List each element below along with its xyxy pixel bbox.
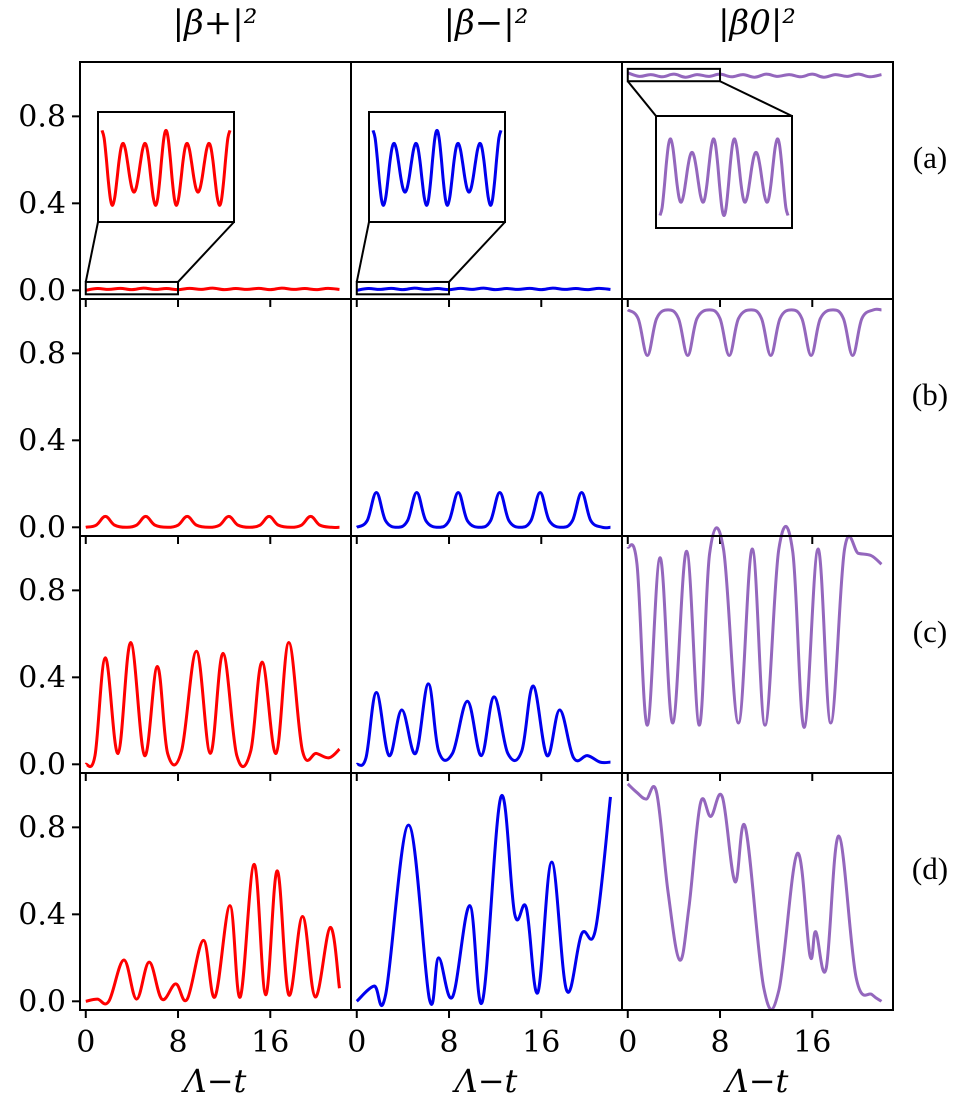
series-line xyxy=(627,71,882,79)
column-title-beta-zero: |β0|² xyxy=(718,3,796,43)
row-label-d: (d) xyxy=(912,851,948,886)
column-titles: |β+|² |β−|² |β0|² xyxy=(173,3,796,43)
series-line xyxy=(84,641,341,769)
x-tick-label: 16 xyxy=(793,1025,831,1060)
panel-frame xyxy=(350,298,623,537)
y-tick-label: 0.4 xyxy=(18,897,66,932)
x-tick-label: 8 xyxy=(168,1025,187,1060)
y-tick-label: 0.4 xyxy=(18,186,66,221)
panel-frame xyxy=(621,298,894,537)
series-line xyxy=(626,782,883,1011)
inset-series-line xyxy=(371,128,503,207)
inset-connector xyxy=(448,221,506,283)
row-label-b: (b) xyxy=(912,377,948,412)
panel-d-col1: 0 8 16 0.0 0.4 0.8 xyxy=(18,772,352,1060)
x-tick-label: 0 xyxy=(347,1025,366,1060)
series-line xyxy=(85,514,340,529)
inset-connector xyxy=(355,221,370,283)
x-tick-label: 0 xyxy=(618,1025,637,1060)
panel-d-col3: 0 8 16 xyxy=(618,772,894,1060)
inset-source-box xyxy=(84,280,180,296)
panel-a-col1: 0.0 0.4 0.8 xyxy=(18,61,352,308)
y-tick-label: 0.8 xyxy=(18,99,66,134)
zoom-inset xyxy=(355,111,506,296)
x-tick-label: 16 xyxy=(522,1025,560,1060)
inset-connector xyxy=(177,221,235,283)
x-tick-label: 16 xyxy=(251,1025,289,1060)
row-label-a: (a) xyxy=(913,140,947,175)
series-line xyxy=(355,793,612,1007)
panel-b-col1: 0.0 0.4 0.8 xyxy=(18,298,352,545)
x-tick-label: 8 xyxy=(439,1025,458,1060)
x-tick-label: 8 xyxy=(710,1025,729,1060)
panel-a-col3 xyxy=(621,61,894,307)
panel-a-col2 xyxy=(350,61,623,307)
panel-b-col2 xyxy=(350,298,623,544)
series-line xyxy=(355,491,611,530)
x-axis-label-col1: Λ−t xyxy=(181,1062,247,1099)
row-labels: (a) (b) (c) (d) xyxy=(912,140,948,886)
zoom-inset xyxy=(84,111,235,296)
y-tick-label: 0.4 xyxy=(18,660,66,695)
panel-frame xyxy=(79,298,352,537)
panel-d-col2: 0 8 16 xyxy=(347,772,623,1060)
panel-c-col2 xyxy=(350,535,623,781)
series-line xyxy=(356,286,611,292)
x-tick-label: 0 xyxy=(76,1025,95,1060)
inset-connector xyxy=(84,221,99,283)
panel-c-col3 xyxy=(621,525,894,781)
y-tick-label: 0.8 xyxy=(18,336,66,371)
y-tick-label: 0.8 xyxy=(18,810,66,845)
inset-connector xyxy=(626,80,657,117)
series-line xyxy=(355,682,611,767)
inset-box xyxy=(655,115,793,229)
x-axis-label-col3: Λ−t xyxy=(723,1062,789,1099)
y-tick-label: 0.0 xyxy=(18,984,66,1019)
panel-frame xyxy=(621,772,894,1011)
inset-connector xyxy=(719,80,793,117)
inset-source-box xyxy=(626,67,722,83)
y-tick-label: 0.0 xyxy=(18,273,66,308)
panel-c-col1: 0.0 0.4 0.8 xyxy=(18,535,352,782)
x-axis-labels: Λ−t Λ−t Λ−t xyxy=(181,1062,789,1099)
inset-series-line xyxy=(100,128,232,207)
y-tick-label: 0.0 xyxy=(18,510,66,545)
series-line xyxy=(85,286,340,292)
x-axis-label-col2: Λ−t xyxy=(452,1062,518,1099)
column-title-beta-plus: |β+|² xyxy=(173,3,258,43)
y-tick-label: 0.8 xyxy=(18,573,66,608)
inset-source-box xyxy=(355,280,451,296)
series-line xyxy=(626,307,882,358)
y-tick-label: 0.0 xyxy=(18,747,66,782)
y-tick-label: 0.4 xyxy=(18,423,66,458)
panel-b-col3 xyxy=(621,298,894,544)
column-title-beta-minus: |β−|² xyxy=(444,3,529,43)
inset-series-line xyxy=(658,137,790,218)
panels: 0.0 0.4 0.8 0.0 0.4 0.8 0.0 0.4 0.8 0 8 16 0.0 0.4 0.8… xyxy=(18,61,894,1060)
row-label-c: (c) xyxy=(913,614,947,649)
series-line xyxy=(626,525,883,729)
series-line xyxy=(85,862,341,1006)
zoom-inset xyxy=(626,67,793,229)
